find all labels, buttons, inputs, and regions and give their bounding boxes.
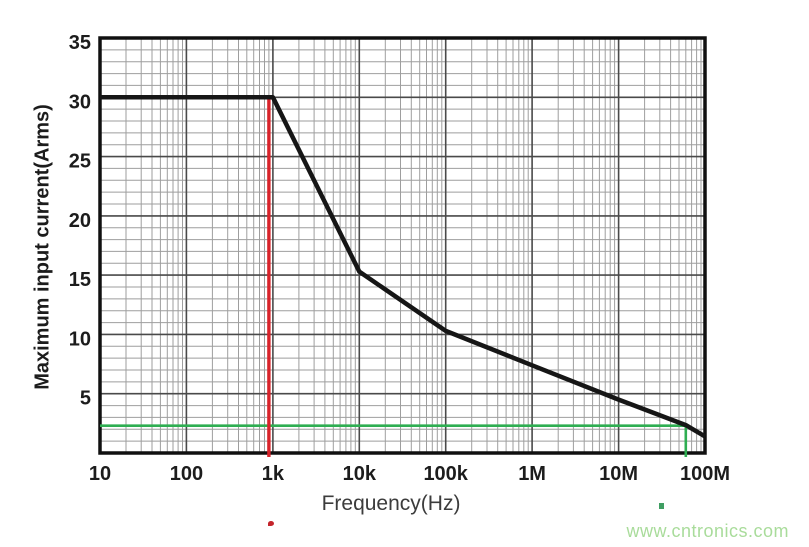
plot-frame	[98, 36, 707, 455]
minor-gridlines	[100, 38, 705, 453]
x-tick-label: 100M	[680, 463, 730, 485]
y-tick-label: 10	[69, 328, 91, 350]
y-axis-title: Maximum input current(Arms)	[31, 104, 54, 390]
x-tick-label: 10k	[343, 463, 377, 485]
y-tick-label: 35	[69, 32, 91, 54]
x-tick-label: 10M	[599, 463, 638, 485]
green-dot-artifact	[659, 503, 664, 509]
watermark-text: www.cntronics.com	[626, 521, 789, 541]
y-tick-label: 25	[69, 151, 91, 173]
x-tick-label: 100k	[423, 463, 468, 485]
x-tick-label: 1k	[262, 463, 285, 485]
current-curve	[100, 95, 707, 439]
y-tick-label: 20	[69, 210, 91, 232]
red-dot-artifact	[268, 521, 274, 526]
y-tick-label: 15	[69, 269, 91, 291]
x-tick-label: 1M	[518, 463, 546, 485]
x-tick-label: 100	[170, 463, 203, 485]
x-axis-title: Frequency(Hz)	[321, 492, 461, 515]
y-tick-label: 5	[80, 388, 91, 410]
x-tick-label: 10	[89, 463, 111, 485]
y-tick-label: 30	[69, 91, 91, 113]
